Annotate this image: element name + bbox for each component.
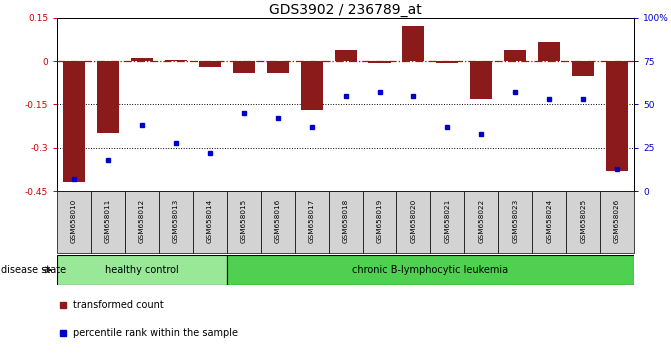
Bar	[57, 191, 91, 253]
Text: GSM658014: GSM658014	[207, 199, 213, 243]
Bar	[600, 191, 634, 253]
Bar	[261, 191, 295, 253]
Text: GSM658010: GSM658010	[71, 199, 77, 243]
Bar	[403, 27, 425, 61]
Bar	[362, 191, 397, 253]
Bar	[91, 191, 125, 253]
Bar	[505, 50, 526, 61]
Text: GSM658017: GSM658017	[309, 199, 315, 243]
Text: GSM658013: GSM658013	[173, 199, 179, 243]
Text: GSM658025: GSM658025	[580, 199, 586, 243]
Text: GSM658024: GSM658024	[546, 199, 552, 243]
Bar	[436, 61, 458, 63]
Bar	[335, 50, 356, 61]
Bar	[199, 61, 221, 67]
Text: GSM658015: GSM658015	[241, 199, 247, 243]
Bar	[572, 61, 595, 75]
Text: disease state: disease state	[1, 265, 66, 275]
Bar	[464, 191, 499, 253]
Text: GSM658012: GSM658012	[139, 199, 145, 243]
Bar	[97, 61, 119, 133]
Text: GSM658020: GSM658020	[411, 199, 417, 243]
Bar	[368, 61, 391, 63]
Text: transformed count: transformed count	[73, 299, 164, 310]
Text: GSM658019: GSM658019	[376, 199, 382, 243]
Text: GSM658022: GSM658022	[478, 199, 484, 243]
Text: GSM658018: GSM658018	[343, 199, 348, 243]
Bar	[266, 61, 289, 73]
Bar	[397, 191, 430, 253]
Bar	[606, 61, 628, 171]
Text: GSM658023: GSM658023	[512, 199, 518, 243]
Bar	[227, 191, 261, 253]
Text: healthy control: healthy control	[105, 265, 178, 275]
Bar	[125, 191, 159, 253]
Bar	[233, 61, 255, 73]
Bar	[159, 191, 193, 253]
Bar	[430, 191, 464, 253]
Bar	[63, 61, 85, 183]
Bar	[57, 255, 227, 285]
Bar	[301, 61, 323, 110]
Bar	[295, 191, 329, 253]
Bar	[193, 191, 227, 253]
Text: chronic B-lymphocytic leukemia: chronic B-lymphocytic leukemia	[352, 265, 509, 275]
Bar	[538, 42, 560, 61]
Bar	[227, 255, 634, 285]
Text: GSM658011: GSM658011	[105, 199, 111, 243]
Text: GSM658021: GSM658021	[444, 199, 450, 243]
Bar	[532, 191, 566, 253]
Text: percentile rank within the sample: percentile rank within the sample	[73, 327, 238, 338]
Text: GSM658016: GSM658016	[274, 199, 280, 243]
Title: GDS3902 / 236789_at: GDS3902 / 236789_at	[269, 3, 422, 17]
Bar	[470, 61, 493, 99]
Bar	[131, 58, 153, 61]
Text: GSM658026: GSM658026	[614, 199, 620, 243]
Bar	[329, 191, 362, 253]
Bar	[165, 59, 187, 61]
Bar	[566, 191, 600, 253]
Bar	[499, 191, 532, 253]
